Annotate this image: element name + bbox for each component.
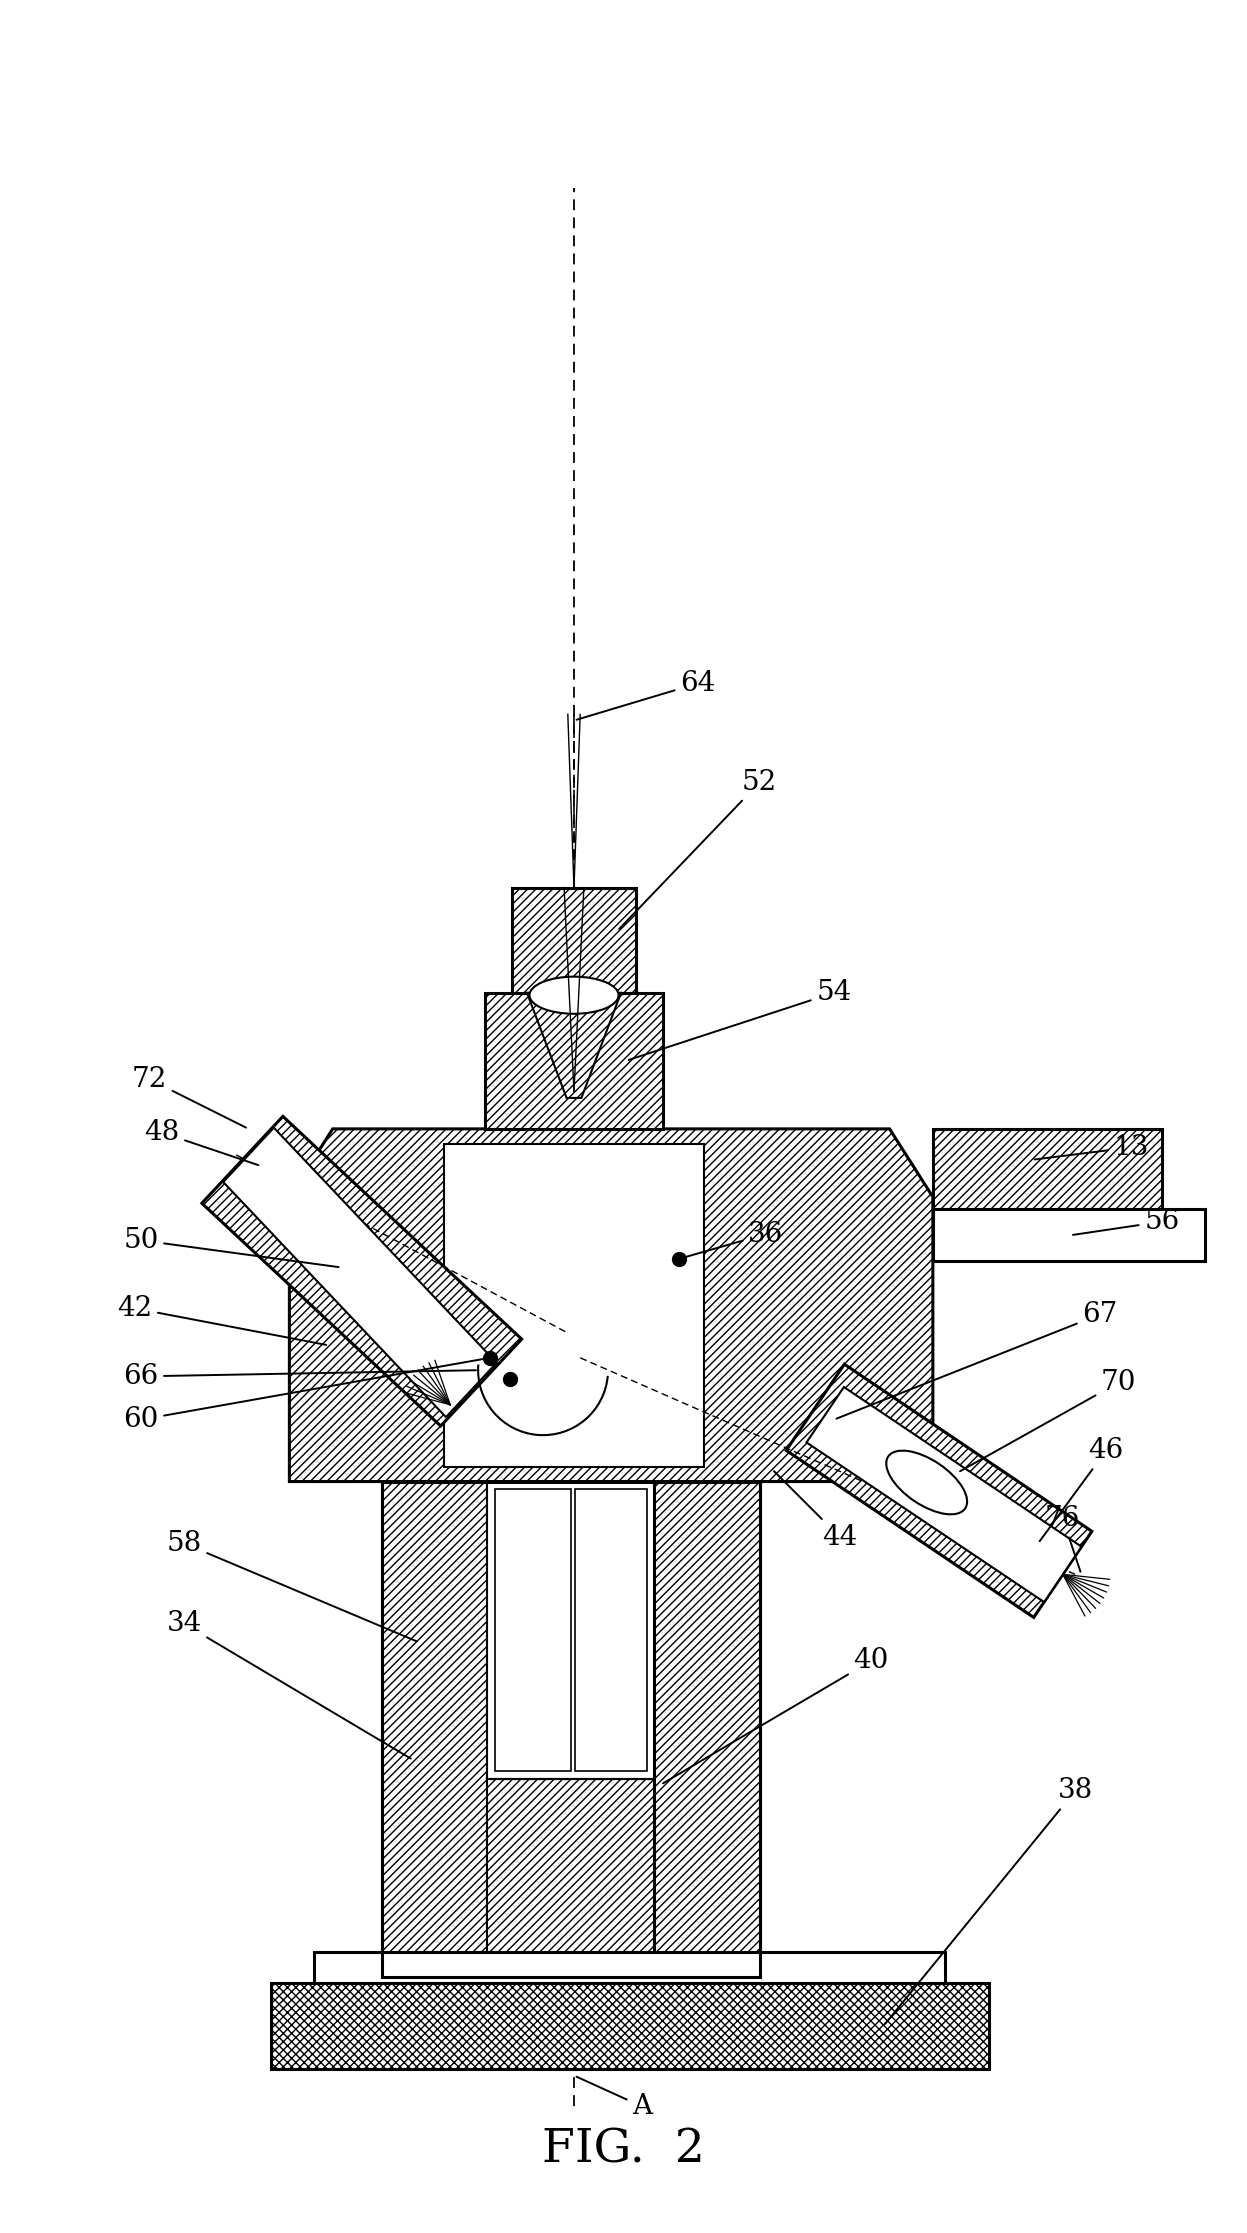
Bar bbox=[513, 887, 636, 994]
Text: 48: 48 bbox=[145, 1119, 258, 1166]
Polygon shape bbox=[807, 1387, 1081, 1601]
Text: 60: 60 bbox=[123, 1358, 488, 1434]
Polygon shape bbox=[786, 1364, 1092, 1617]
Bar bbox=[488, 1777, 655, 1976]
Text: 76: 76 bbox=[1045, 1505, 1080, 1572]
Text: 34: 34 bbox=[167, 1610, 410, 1760]
Bar bbox=[933, 1130, 1162, 1210]
Text: 70: 70 bbox=[960, 1369, 1136, 1472]
Polygon shape bbox=[527, 994, 621, 1099]
Text: 36: 36 bbox=[682, 1221, 783, 1257]
Text: 42: 42 bbox=[117, 1295, 327, 1344]
Text: 52: 52 bbox=[620, 768, 777, 929]
Bar bbox=[271, 1983, 989, 2070]
Text: 46: 46 bbox=[1040, 1438, 1124, 1541]
Text: 58: 58 bbox=[167, 1530, 416, 1641]
Text: FIG.  2: FIG. 2 bbox=[542, 2128, 705, 2173]
Text: 44: 44 bbox=[774, 1472, 858, 1550]
Polygon shape bbox=[202, 1116, 521, 1427]
Text: 40: 40 bbox=[663, 1648, 889, 1784]
Bar bbox=[485, 994, 663, 1130]
Bar bbox=[575, 1489, 647, 1771]
Text: 54: 54 bbox=[628, 980, 852, 1061]
Polygon shape bbox=[289, 1130, 933, 1480]
Text: 66: 66 bbox=[123, 1362, 476, 1389]
Bar bbox=[314, 1952, 945, 1983]
Bar bbox=[933, 1210, 1205, 1262]
Text: 64: 64 bbox=[576, 670, 716, 719]
Ellipse shape bbox=[887, 1451, 968, 1514]
Bar bbox=[382, 1480, 759, 1976]
Text: A: A bbox=[576, 2077, 652, 2119]
Text: 72: 72 bbox=[132, 1065, 246, 1128]
Ellipse shape bbox=[530, 976, 619, 1014]
Polygon shape bbox=[444, 1143, 705, 1467]
Text: 50: 50 bbox=[123, 1226, 339, 1266]
Text: 38: 38 bbox=[885, 1777, 1092, 2023]
Polygon shape bbox=[223, 1128, 496, 1418]
Bar bbox=[655, 1480, 759, 1976]
Bar bbox=[382, 1480, 488, 1976]
Text: 13: 13 bbox=[1035, 1134, 1148, 1161]
Bar bbox=[488, 1480, 655, 1777]
Text: 67: 67 bbox=[837, 1302, 1117, 1418]
Text: 56: 56 bbox=[1072, 1208, 1180, 1235]
Bar bbox=[495, 1489, 571, 1771]
